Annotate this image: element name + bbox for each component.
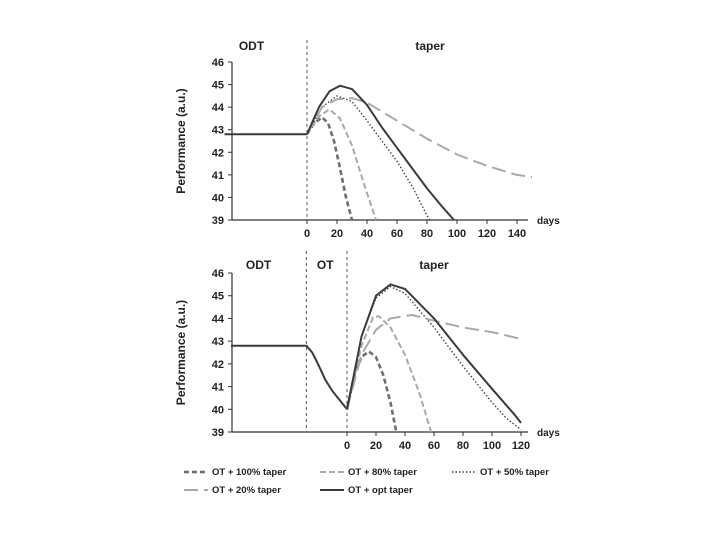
series-line-ot-100-taper <box>305 116 354 221</box>
region-label-odt: ODT <box>246 258 272 272</box>
series-line-ot-opt-taper <box>306 84 455 221</box>
series-line-ot-20-taper <box>346 314 522 410</box>
x-axis-title: days <box>537 216 560 227</box>
y-tick-label: 44 <box>212 102 225 114</box>
y-tick-label: 43 <box>212 125 224 137</box>
legend-label: OT + 50% taper <box>480 467 549 478</box>
y-tick-label: 45 <box>212 80 224 92</box>
x-tick-label: 20 <box>370 440 382 452</box>
y-tick-label: 39 <box>212 215 224 227</box>
y-tick-label: 40 <box>212 404 224 416</box>
series-line-ot-20-taper <box>306 97 533 179</box>
series-line-ot-opt-taper <box>346 283 522 424</box>
series-line-ot-100-taper <box>345 350 398 433</box>
x-tick-label: 40 <box>361 228 373 240</box>
region-label-ot: OT <box>317 258 334 272</box>
y-tick-label: 42 <box>212 359 224 371</box>
legend-label: OT + 100% taper <box>212 467 286 478</box>
y-tick-label: 40 <box>212 192 224 204</box>
x-tick-label: 120 <box>512 440 530 452</box>
x-tick-label: 140 <box>508 228 526 240</box>
series-line-ot-50-taper <box>346 285 522 431</box>
x-tick-label: 60 <box>428 440 440 452</box>
region-label-taper: taper <box>415 39 445 53</box>
x-tick-label: 0 <box>344 440 350 452</box>
chart-panel-1: 39 40 41 42 43 44 45 46 0 20 40 60 80 100 120 140 Perfor… <box>174 39 560 240</box>
y-tick-label: 46 <box>212 57 224 69</box>
chart-panel-2: 39 40 41 42 43 44 45 46 0 20 40 60 80 100 120 Performan… <box>174 251 560 452</box>
legend-label: OT + 20% taper <box>212 485 281 496</box>
y-tick-label: 46 <box>212 268 224 280</box>
y-tick-label: 41 <box>212 382 224 394</box>
x-tick-label: 40 <box>399 440 411 452</box>
y-tick-label: 39 <box>212 427 224 439</box>
legend-label: OT + opt taper <box>348 485 413 496</box>
legend: OT + 100% taper OT + 80% taper OT + 50% ta… <box>184 467 549 496</box>
series-line-ot-50-taper <box>306 95 431 221</box>
y-axis-title: Performance (a.u.) <box>174 300 188 405</box>
x-tick-label: 20 <box>331 228 343 240</box>
x-tick-label: 120 <box>478 228 496 240</box>
region-label-taper: taper <box>419 258 449 272</box>
y-tick-label: 41 <box>212 170 224 182</box>
x-tick-label: 0 <box>304 228 310 240</box>
y-axis-title: Performance (a.u.) <box>174 88 188 193</box>
x-axis-title: days <box>537 428 560 439</box>
x-tick-label: 100 <box>483 440 501 452</box>
legend-label: OT + 80% taper <box>348 467 417 478</box>
series-line-odt-ot <box>231 344 348 410</box>
x-tick-label: 80 <box>421 228 433 240</box>
y-tick-label: 44 <box>212 313 225 325</box>
x-tick-label: 100 <box>448 228 466 240</box>
series-line-ot-80-taper <box>306 108 377 221</box>
region-label-odt: ODT <box>239 39 265 53</box>
y-tick-label: 43 <box>212 336 224 348</box>
series-line-ot-80-taper <box>346 315 433 433</box>
x-tick-label: 80 <box>457 440 469 452</box>
x-tick-label: 60 <box>391 228 403 240</box>
y-tick-label: 42 <box>212 147 224 159</box>
y-tick-label: 45 <box>212 291 224 303</box>
